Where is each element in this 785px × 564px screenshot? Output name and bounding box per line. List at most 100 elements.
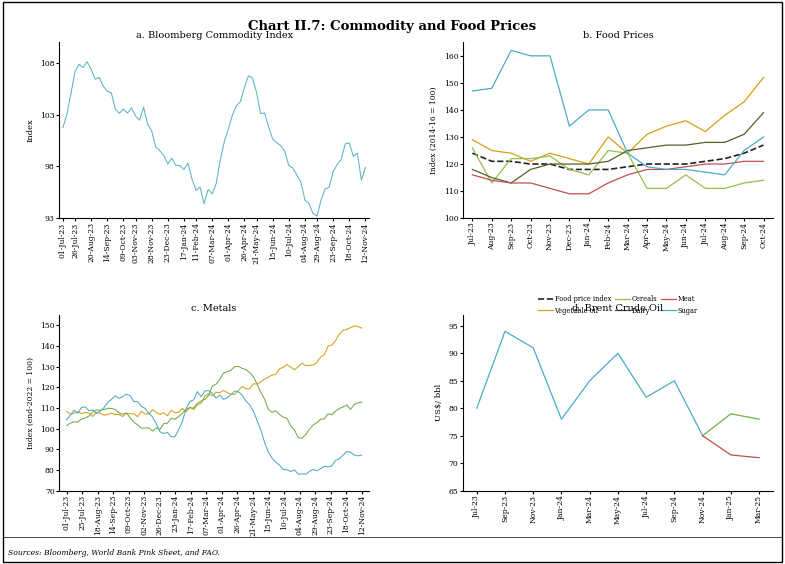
Line: Vegetable oil: Vegetable oil [473,77,764,164]
Iron [357,452,367,459]
Title: d. Brent Crude Oil: d. Brent Crude Oil [572,303,663,312]
Food price index [468,150,477,157]
Cereals [546,152,555,159]
Price [528,345,538,351]
Meat [681,164,691,170]
Vegetable oil [584,161,593,168]
Futures as on Oct 11, 2024 [698,433,707,439]
Meat [623,171,633,178]
Meat [526,179,535,186]
Gold [327,342,337,349]
Sugar [642,164,652,170]
Meat [720,161,729,168]
Copper [62,422,71,429]
Vegetable oil [564,155,574,162]
Copper [234,363,243,369]
Line: Dairy: Dairy [473,113,764,183]
Price [613,350,623,356]
Copper [245,369,254,376]
Line: Price: Price [476,331,703,436]
Vegetable oil [642,131,652,138]
Food price index [604,166,613,173]
Dairy [623,147,633,154]
Sugar [681,166,691,173]
Food price index [700,158,710,165]
Dairy [662,142,671,148]
Copper [241,366,250,373]
Cereals [526,155,535,162]
Dairy [526,166,535,173]
Dairy [759,109,769,116]
Sugar [700,169,710,175]
Iron [245,401,254,408]
Gold [241,385,250,392]
Line: Futures as on Oct 11, 2024: Futures as on Oct 11, 2024 [703,414,759,436]
Food price index [564,166,574,173]
Food price index [642,161,652,168]
Food price index [487,158,496,165]
Vegetable oil [546,150,555,157]
Dairy [739,131,749,138]
Dairy [642,144,652,151]
Sugar [564,123,574,130]
Vegetable oil [468,136,477,143]
Copper [256,389,265,396]
Sugar [487,85,496,92]
Iron [241,398,250,404]
Cereals [759,177,769,184]
Food price index [526,161,535,168]
Line: Copper: Copper [67,366,362,438]
Sugar [468,87,477,94]
Y-axis label: Index (2014-16 = 100): Index (2014-16 = 100) [430,86,438,174]
Cereals [681,171,691,178]
Cereals [604,147,613,154]
Title: b. Food Prices: b. Food Prices [582,31,653,40]
Food price index [623,164,633,170]
Food price index [506,158,516,165]
Price [670,377,679,384]
Cereals [662,185,671,192]
Line: Cereals: Cereals [473,148,764,188]
Vegetable oil [700,128,710,135]
Food price index [720,155,729,162]
Sugar [506,47,516,54]
Gold [256,378,265,385]
Vegetable oil [487,147,496,154]
Meat [739,158,749,165]
Meat [546,185,555,192]
Food price index [546,161,555,168]
Dairy [604,158,613,165]
Copper [330,408,340,415]
Futures as on Nov 12, 2024 [698,433,707,439]
Price [641,394,651,400]
Vegetable oil [662,123,671,130]
Legend: Food price index, Vegetable oil, Cereals, Dairy, Meat, Sugar: Food price index, Vegetable oil, Cereals… [538,296,698,315]
Gold [357,325,367,332]
Iron [256,426,265,433]
Dairy [720,139,729,146]
Title: c. Metals: c. Metals [192,303,237,312]
Food price index [662,161,671,168]
Iron [301,471,310,478]
Vegetable oil [720,112,729,119]
Price [557,416,566,422]
Food price index [739,150,749,157]
Food price index [681,161,691,168]
Sugar [662,166,671,173]
Futures as on Oct 11, 2024 [754,416,764,422]
Meat [487,177,496,184]
Vegetable oil [681,117,691,124]
Y-axis label: Index: Index [27,118,35,142]
Text: Sources: Bloomberg, World Bank Pink Sheet, and FAO.: Sources: Bloomberg, World Bank Pink Shee… [8,549,220,557]
Cereals [506,155,516,162]
Iron [204,387,214,394]
Copper [192,400,202,407]
Dairy [506,179,516,186]
Price [500,328,509,334]
Sugar [720,171,729,178]
Vegetable oil [739,99,749,105]
Gold [196,400,206,407]
Copper [357,399,367,406]
Futures as on Oct 11, 2024 [726,411,736,417]
Meat [506,179,516,186]
